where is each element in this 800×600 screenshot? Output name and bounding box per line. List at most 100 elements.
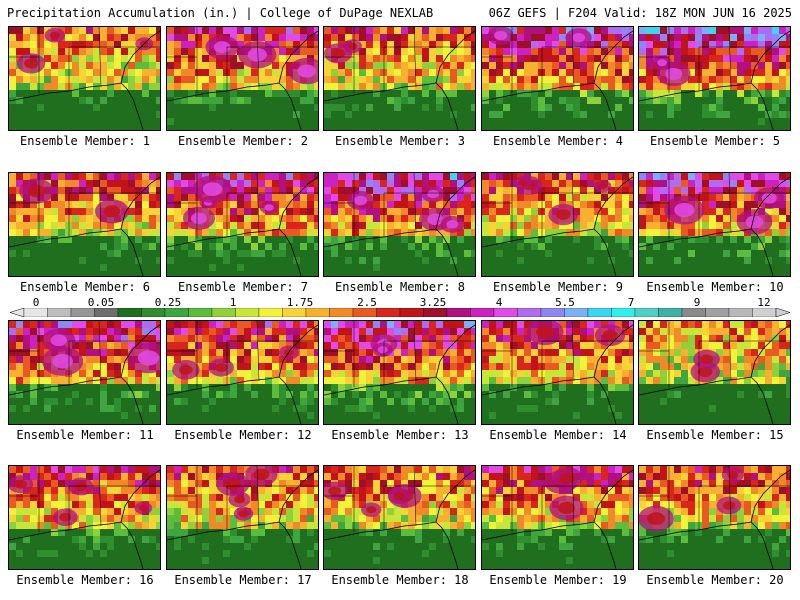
precip-field [167, 466, 318, 569]
colorbar-swatch [329, 308, 354, 317]
ensemble-member-label: Ensemble Member: 15 [646, 428, 784, 442]
ensemble-member-label: Ensemble Member: 11 [16, 428, 154, 442]
colorbar-swatch [446, 308, 471, 317]
precip-field [482, 173, 633, 276]
precip-field [167, 321, 318, 424]
colorbar-tick-label: 9 [693, 296, 701, 309]
ensemble-member-label: Ensemble Member: 18 [331, 573, 469, 587]
ensemble-map-panel [166, 172, 319, 277]
ensemble-map-panel [481, 465, 634, 570]
colorbar-min-arrow [10, 308, 25, 317]
colorbar-swatch [23, 308, 48, 317]
colorbar-swatch [282, 308, 307, 317]
colorbar-swatch [305, 308, 330, 317]
colorbar-tick-label: 0 [32, 296, 40, 309]
precip-field [639, 466, 790, 569]
colorbar-tick-label: 12 [757, 296, 771, 309]
precip-field [9, 321, 160, 424]
colorbar-swatch [94, 308, 119, 317]
colorbar-max-arrow [775, 308, 790, 317]
colorbar-tick-label: 4 [495, 296, 503, 309]
colorbar-swatch [658, 308, 683, 317]
colorbar-swatch [470, 308, 495, 317]
ensemble-member-label: Ensemble Member: 16 [16, 573, 154, 587]
colorbar-tick-label: 0.25 [154, 296, 182, 309]
ensemble-member-label: Ensemble Member: 9 [492, 280, 624, 294]
colorbar-swatch [587, 308, 612, 317]
colorbar-swatch [258, 308, 283, 317]
colorbar-swatch [141, 308, 166, 317]
precip-field [324, 173, 475, 276]
colorbar-swatch [728, 308, 753, 317]
ensemble-member-label: Ensemble Member: 3 [334, 134, 466, 148]
colorbar-swatch [47, 308, 72, 317]
ensemble-member-label: Ensemble Member: 17 [174, 573, 312, 587]
ensemble-map-panel [8, 320, 161, 425]
precip-field [9, 173, 160, 276]
ensemble-member-label: Ensemble Member: 8 [334, 280, 466, 294]
colorbar-tick-label: 1 [229, 296, 237, 309]
colorbar-tick-label: 5.5 [555, 296, 575, 309]
precip-field [9, 27, 160, 130]
ensemble-map-panel [638, 320, 791, 425]
precip-field [324, 466, 475, 569]
colorbar-swatch [493, 308, 518, 317]
colorbar-swatch [540, 308, 565, 317]
colorbar-swatch [564, 308, 589, 317]
ensemble-member-label: Ensemble Member: 7 [177, 280, 309, 294]
colorbar-swatch [188, 308, 213, 317]
run-valid-time: 06Z GEFS | F204 Valid: 18Z MON JUN 16 20… [488, 6, 792, 20]
colorbar-swatch [352, 308, 377, 317]
colorbar-tick-label: 0.05 [87, 296, 115, 309]
ensemble-map-panel [638, 465, 791, 570]
precip-field [167, 173, 318, 276]
precip-field [9, 466, 160, 569]
ensemble-map-panel [638, 26, 791, 131]
ensemble-map-panel [323, 320, 476, 425]
precip-field [639, 27, 790, 130]
colorbar-tick-label: 2.5 [357, 296, 377, 309]
ensemble-member-label: Ensemble Member: 1 [19, 134, 151, 148]
colorbar-tick-label: 1.75 [286, 296, 314, 309]
ensemble-map-panel [166, 465, 319, 570]
ensemble-member-label: Ensemble Member: 2 [177, 134, 309, 148]
ensemble-map-panel [166, 26, 319, 131]
colorbar-tick-label: 7 [627, 296, 635, 309]
ensemble-map-panel [166, 320, 319, 425]
precip-field [167, 27, 318, 130]
ensemble-member-label: Ensemble Member: 13 [331, 428, 469, 442]
colorbar-swatch [423, 308, 448, 317]
colorbar-swatch [235, 308, 260, 317]
ensemble-map-panel [638, 172, 791, 277]
colorbar-swatch [611, 308, 636, 317]
ensemble-map-panel [481, 172, 634, 277]
precip-field [482, 27, 633, 130]
colorbar-legend [10, 308, 790, 317]
ensemble-member-label: Ensemble Member: 20 [646, 573, 784, 587]
precip-field [482, 466, 633, 569]
precip-field [639, 173, 790, 276]
colorbar-swatch [376, 308, 401, 317]
ensemble-map-panel [323, 26, 476, 131]
precip-field [482, 321, 633, 424]
ensemble-member-label: Ensemble Member: 14 [489, 428, 627, 442]
colorbar-swatch [705, 308, 730, 317]
ensemble-map-panel [8, 172, 161, 277]
colorbar-swatch [517, 308, 542, 317]
ensemble-map-panel [8, 26, 161, 131]
colorbar-swatch [399, 308, 424, 317]
precip-field [324, 321, 475, 424]
ensemble-map-panel [323, 465, 476, 570]
precip-field [639, 321, 790, 424]
colorbar-swatch [164, 308, 189, 317]
colorbar-swatch [70, 308, 95, 317]
colorbar-swatch [117, 308, 142, 317]
colorbar-swatch [752, 308, 777, 317]
ensemble-map-panel [8, 465, 161, 570]
page-title: Precipitation Accumulation (in.) | Colle… [7, 6, 434, 20]
colorbar-tick-label: 3.25 [419, 296, 447, 309]
ensemble-map-panel [481, 320, 634, 425]
ensemble-member-label: Ensemble Member: 4 [492, 134, 624, 148]
colorbar-swatch [211, 308, 236, 317]
ensemble-member-label: Ensemble Member: 5 [649, 134, 781, 148]
